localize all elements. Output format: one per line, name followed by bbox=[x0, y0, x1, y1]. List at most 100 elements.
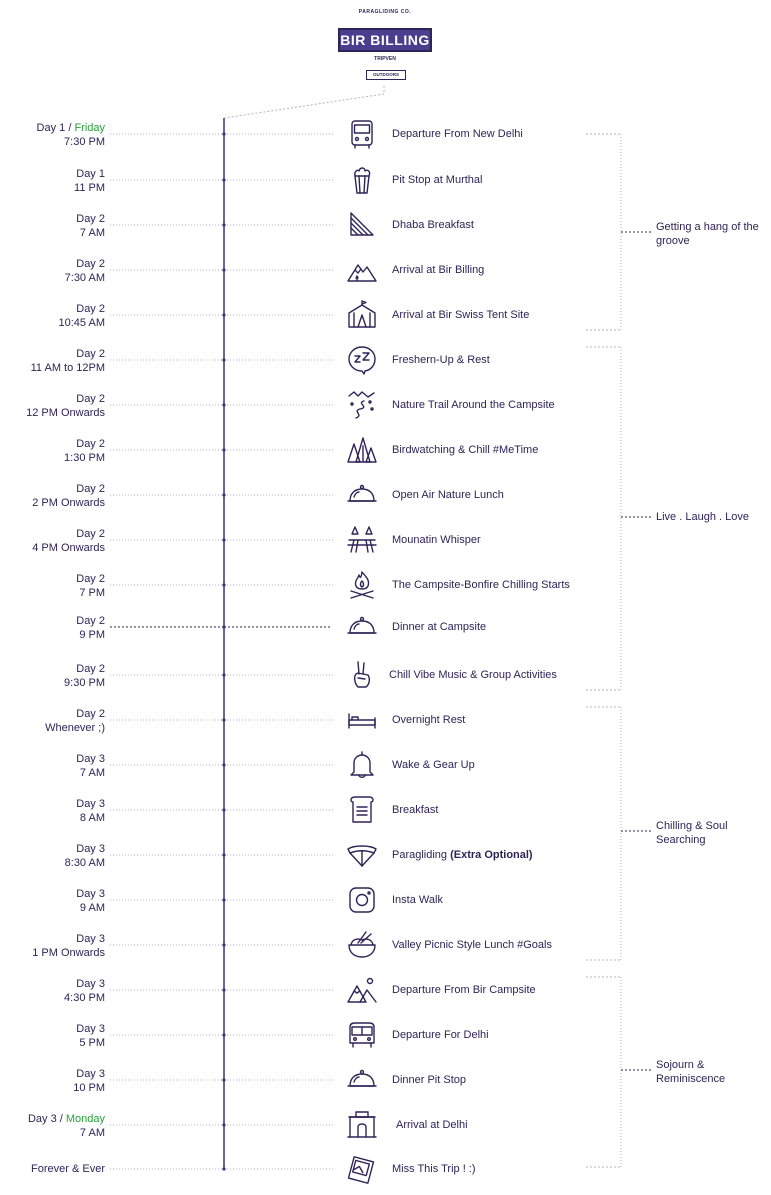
section-label: Chilling & Soul Searching bbox=[656, 820, 728, 846]
event-label-text: Dinner Pit Stop bbox=[392, 1074, 466, 1086]
event-day: Day 2 bbox=[65, 257, 105, 271]
event-label: Dhaba Breakfast bbox=[392, 218, 474, 232]
photos-icon bbox=[346, 1153, 378, 1185]
event-day-text: Day 2 bbox=[76, 348, 105, 360]
event-day: Day 3 bbox=[76, 1022, 105, 1036]
event-label: Departure For Delhi bbox=[392, 1028, 489, 1042]
event-day-text: Day 2 bbox=[76, 573, 105, 585]
timeline-node bbox=[222, 493, 226, 497]
event-label-text: Mounatin Whisper bbox=[392, 534, 481, 546]
event-time: Day 2 10:45 AM bbox=[59, 302, 105, 330]
event-day: Day 2 bbox=[76, 572, 105, 586]
brand-logo: PARAGLIDING CO. BIR BILLING TRIPVEN OUTD… bbox=[335, 6, 435, 86]
event-day: Day 3 bbox=[76, 797, 105, 811]
timeline-node bbox=[222, 625, 226, 629]
event-time: Day 2 11 AM to 12PM bbox=[31, 347, 105, 375]
event-day: Day 3 bbox=[65, 842, 105, 856]
timeline-node bbox=[222, 268, 226, 272]
mountains-icon bbox=[346, 974, 378, 1006]
forest-icon bbox=[346, 434, 378, 466]
event-time: Day 3 1 PM Onwards bbox=[32, 932, 105, 960]
event-day-text: Day 2 bbox=[76, 213, 105, 225]
timeline-node bbox=[222, 358, 226, 362]
bed-icon bbox=[346, 704, 378, 736]
event-time: Day 2 2 PM Onwards bbox=[32, 482, 105, 510]
timeline-node bbox=[222, 808, 226, 812]
event-label: Dinner Pit Stop bbox=[392, 1073, 466, 1087]
event-label-text: Arrival at Bir Billing bbox=[392, 264, 485, 276]
event-label: Departure From New Delhi bbox=[392, 127, 523, 141]
timeline-node bbox=[222, 583, 226, 587]
event-label-text: Paragliding bbox=[392, 849, 451, 861]
popcorn-icon bbox=[346, 164, 378, 196]
event-label: Valley Picnic Style Lunch #Goals bbox=[392, 938, 552, 952]
event-label: Paragliding (Extra Optional) bbox=[392, 848, 533, 862]
mountain-icon bbox=[346, 254, 378, 286]
event-day: Day 2 bbox=[76, 212, 105, 226]
event-time: Day 3 10 PM bbox=[73, 1067, 105, 1095]
event-day: Day 2 bbox=[76, 614, 105, 628]
cloche-icon bbox=[346, 611, 378, 643]
event-label-text: Departure For Delhi bbox=[392, 1029, 489, 1041]
event-clock-time: Whenever ;) bbox=[45, 722, 105, 734]
event-day-text: Day 3 bbox=[76, 888, 105, 900]
event-label-text: Insta Walk bbox=[392, 894, 443, 906]
event-day-text: Day 2 bbox=[76, 393, 105, 405]
timeline-node bbox=[222, 673, 226, 677]
event-day-text: Day 3 bbox=[76, 1068, 105, 1080]
event-time: Day 2 12 PM Onwards bbox=[26, 392, 105, 420]
logo-title: BIR BILLING bbox=[338, 28, 432, 52]
event-clock-time: 7 AM bbox=[79, 1127, 105, 1139]
event-label-text: Pit Stop at Murthal bbox=[392, 174, 483, 186]
event-day: Day 3 bbox=[64, 977, 105, 991]
timeline-node bbox=[222, 943, 226, 947]
event-label-text: Arrival at Bir Swiss Tent Site bbox=[392, 309, 530, 321]
event-clock-time: 9 AM bbox=[79, 902, 105, 914]
event-clock-time: 11 PM bbox=[74, 182, 105, 194]
event-label: The Campsite-Bonfire Chilling Starts bbox=[392, 578, 570, 592]
event-clock-time: 7 AM bbox=[79, 227, 105, 239]
event-label: Open Air Nature Lunch bbox=[392, 488, 504, 502]
event-label: Mounatin Whisper bbox=[392, 533, 481, 547]
event-label-emphasis: (Extra Optional) bbox=[450, 849, 533, 861]
event-day-text: Day 3 bbox=[76, 978, 105, 990]
event-time: Day 3 8:30 AM bbox=[65, 842, 105, 870]
event-label: Departure From Bir Campsite bbox=[392, 983, 536, 997]
event-day-text: Day 3 / bbox=[27, 1113, 66, 1125]
event-label: Birdwatching & Chill #MeTime bbox=[392, 443, 538, 457]
event-time: Day 2 1:30 PM bbox=[64, 437, 105, 465]
paraglider-icon bbox=[346, 839, 378, 871]
event-label: Freshern-Up & Rest bbox=[392, 353, 490, 367]
bus-icon bbox=[346, 118, 378, 150]
event-label-text: Departure From Bir Campsite bbox=[392, 984, 536, 996]
timeline-node bbox=[222, 853, 226, 857]
event-time: Day 3 4:30 PM bbox=[64, 977, 105, 1005]
cloche-icon bbox=[346, 479, 378, 511]
event-label-text: Dhaba Breakfast bbox=[392, 219, 474, 231]
van-icon bbox=[346, 1019, 378, 1051]
event-day: Day 1 / Friday bbox=[37, 121, 105, 135]
event-day-text: Day 2 bbox=[76, 438, 105, 450]
event-clock-time: 10:45 AM bbox=[58, 317, 105, 329]
event-label: Pit Stop at Murthal bbox=[392, 173, 483, 187]
toast-icon bbox=[346, 794, 378, 826]
event-day: Day 2 bbox=[64, 437, 105, 451]
timeline-node bbox=[222, 223, 226, 227]
event-time: Day 2 7:30 AM bbox=[65, 257, 105, 285]
section-label: Sojourn & Reminiscence bbox=[656, 1059, 726, 1085]
timeline-node bbox=[222, 1167, 226, 1171]
event-day-text: Day 3 bbox=[76, 843, 105, 855]
event-day-text: Day 3 bbox=[76, 798, 105, 810]
event-label-text: Miss This Trip ! :) bbox=[392, 1163, 476, 1175]
sandwich-icon bbox=[346, 209, 378, 241]
timeline-node bbox=[222, 178, 226, 182]
event-clock-time: 8:30 AM bbox=[64, 857, 105, 869]
event-clock-time: 12 PM Onwards bbox=[26, 407, 105, 419]
event-time: Forever & Ever bbox=[31, 1162, 105, 1176]
event-label: Dinner at Campsite bbox=[392, 620, 486, 634]
event-time: Day 2 7 PM bbox=[76, 572, 105, 600]
event-clock-time: 4:30 PM bbox=[64, 992, 105, 1004]
event-day: Day 2 bbox=[64, 662, 105, 676]
event-label-text: Overnight Rest bbox=[392, 714, 466, 726]
